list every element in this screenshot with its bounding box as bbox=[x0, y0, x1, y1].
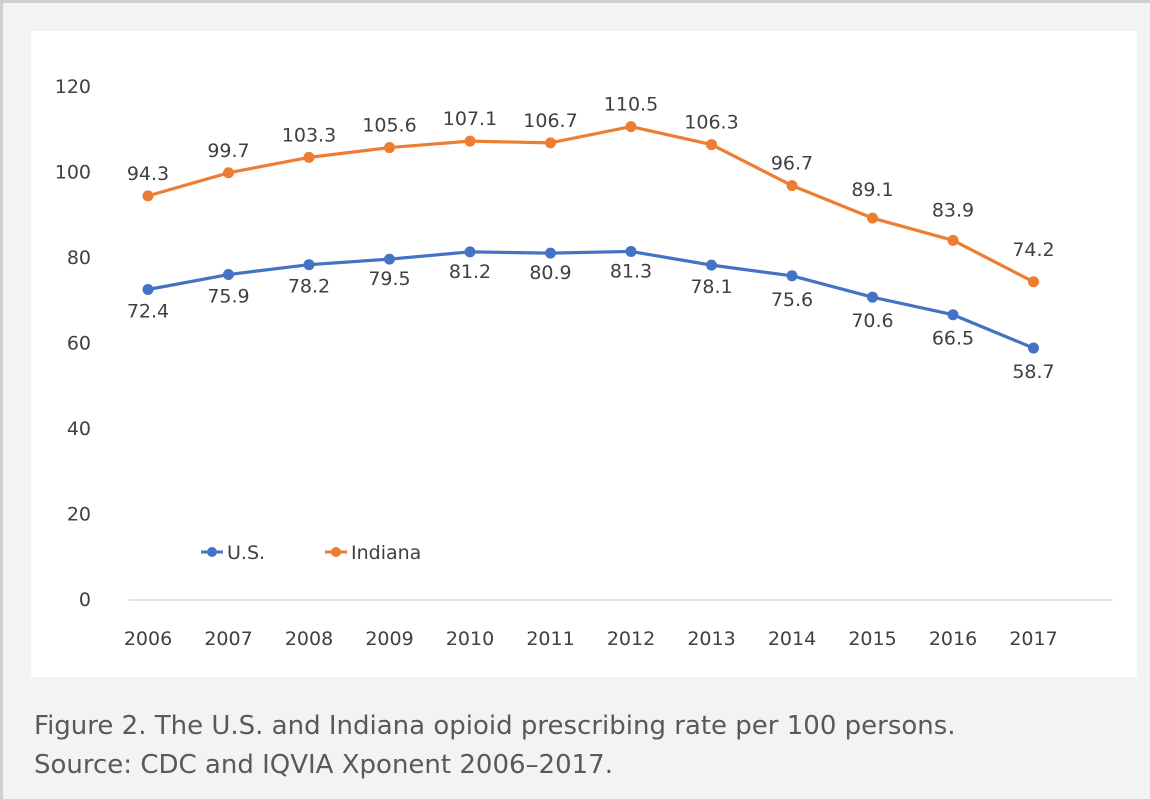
data-label-indiana: 105.6 bbox=[362, 115, 416, 137]
line-chart: 0 20 40 60 80 100 120 2006 2007 2008 2009 2010 2011 2… bbox=[55, 76, 1113, 650]
data-label-us: 79.5 bbox=[368, 268, 410, 290]
data-label-us: 78.1 bbox=[690, 276, 732, 298]
y-tick-label: 40 bbox=[67, 418, 91, 440]
data-label-us: 81.2 bbox=[449, 261, 491, 283]
data-point-indiana bbox=[867, 212, 878, 224]
data-point-indiana bbox=[1028, 276, 1039, 288]
data-point-indiana bbox=[223, 167, 234, 179]
series-line-us bbox=[147, 249, 1035, 350]
data-point-indiana bbox=[142, 190, 154, 202]
x-tick-label: 2007 bbox=[204, 628, 252, 650]
data-label-us: 75.6 bbox=[771, 289, 813, 311]
caption-line-2: Source: CDC and IQVIA Xponent 2006–2017. bbox=[34, 750, 613, 780]
x-tick-label: 2016 bbox=[929, 628, 977, 650]
data-label-indiana: 74.2 bbox=[1012, 239, 1054, 261]
x-tick-label: 2006 bbox=[124, 628, 172, 650]
data-label-indiana: 96.7 bbox=[771, 153, 813, 175]
data-label-us: 81.3 bbox=[610, 260, 652, 282]
x-tick-label: 2008 bbox=[285, 628, 333, 650]
data-label-us: 75.9 bbox=[207, 286, 249, 308]
x-tick-label: 2017 bbox=[1009, 628, 1057, 650]
data-point-us bbox=[464, 246, 476, 258]
y-tick-label: 60 bbox=[67, 333, 91, 355]
x-tick-label: 2011 bbox=[526, 628, 574, 650]
legend-label-us: U.S. bbox=[227, 542, 265, 564]
x-tick-label: 2013 bbox=[687, 628, 735, 650]
data-label-us: 78.2 bbox=[288, 276, 330, 298]
data-point-indiana bbox=[625, 121, 637, 133]
data-point-us bbox=[867, 291, 878, 303]
data-point-indiana bbox=[464, 135, 476, 147]
y-tick-label: 0 bbox=[79, 589, 91, 611]
data-label-us: 70.6 bbox=[851, 310, 893, 332]
data-point-us bbox=[142, 283, 154, 295]
data-point-indiana bbox=[545, 137, 556, 149]
data-point-us bbox=[545, 247, 556, 259]
data-label-indiana: 89.1 bbox=[851, 179, 893, 201]
y-tick-label: 80 bbox=[67, 247, 91, 269]
data-point-us bbox=[384, 253, 395, 265]
data-point-us bbox=[1028, 342, 1039, 354]
chart-panel: 0 20 40 60 80 100 120 2006 2007 2008 2009 2010 2011 2… bbox=[31, 31, 1137, 677]
y-tick-label: 100 bbox=[55, 162, 91, 184]
data-point-indiana bbox=[303, 151, 315, 163]
x-tick-label: 2010 bbox=[446, 628, 494, 650]
y-tick-label: 20 bbox=[67, 504, 91, 526]
data-label-us: 58.7 bbox=[1012, 361, 1054, 383]
data-point-indiana bbox=[786, 180, 798, 192]
data-point-us bbox=[303, 259, 315, 271]
data-point-us bbox=[706, 259, 717, 271]
x-tick-label: 2014 bbox=[768, 628, 816, 650]
data-point-us bbox=[625, 245, 637, 257]
data-point-indiana bbox=[947, 234, 959, 246]
legend-label-indiana: Indiana bbox=[351, 542, 421, 564]
legend-marker-us bbox=[207, 547, 217, 557]
series-line-indiana bbox=[147, 125, 1035, 284]
data-point-indiana bbox=[706, 139, 717, 151]
data-point-indiana bbox=[384, 142, 395, 154]
data-point-us bbox=[786, 270, 798, 282]
data-label-us: 72.4 bbox=[127, 300, 169, 322]
data-label-indiana: 103.3 bbox=[282, 124, 336, 146]
data-label-indiana: 110.5 bbox=[604, 94, 658, 116]
legend-marker-indiana bbox=[331, 547, 341, 557]
y-tick-label: 120 bbox=[55, 76, 91, 98]
data-point-us bbox=[223, 269, 234, 281]
data-label-indiana: 94.3 bbox=[127, 163, 169, 185]
x-tick-label: 2015 bbox=[848, 628, 896, 650]
figure-caption: Figure 2. The U.S. and Indiana opioid pr… bbox=[34, 707, 1134, 785]
data-label-indiana: 106.3 bbox=[684, 112, 738, 134]
data-label-indiana: 106.7 bbox=[523, 110, 577, 132]
caption-line-1: Figure 2. The U.S. and Indiana opioid pr… bbox=[34, 711, 956, 741]
data-label-indiana: 83.9 bbox=[932, 199, 974, 221]
data-label-us: 80.9 bbox=[529, 262, 571, 284]
data-label-indiana: 99.7 bbox=[207, 140, 249, 162]
data-label-us: 66.5 bbox=[932, 328, 974, 350]
data-point-us bbox=[947, 309, 959, 321]
x-tick-label: 2009 bbox=[365, 628, 413, 650]
x-tick-label: 2012 bbox=[607, 628, 655, 650]
data-label-indiana: 107.1 bbox=[443, 108, 497, 130]
